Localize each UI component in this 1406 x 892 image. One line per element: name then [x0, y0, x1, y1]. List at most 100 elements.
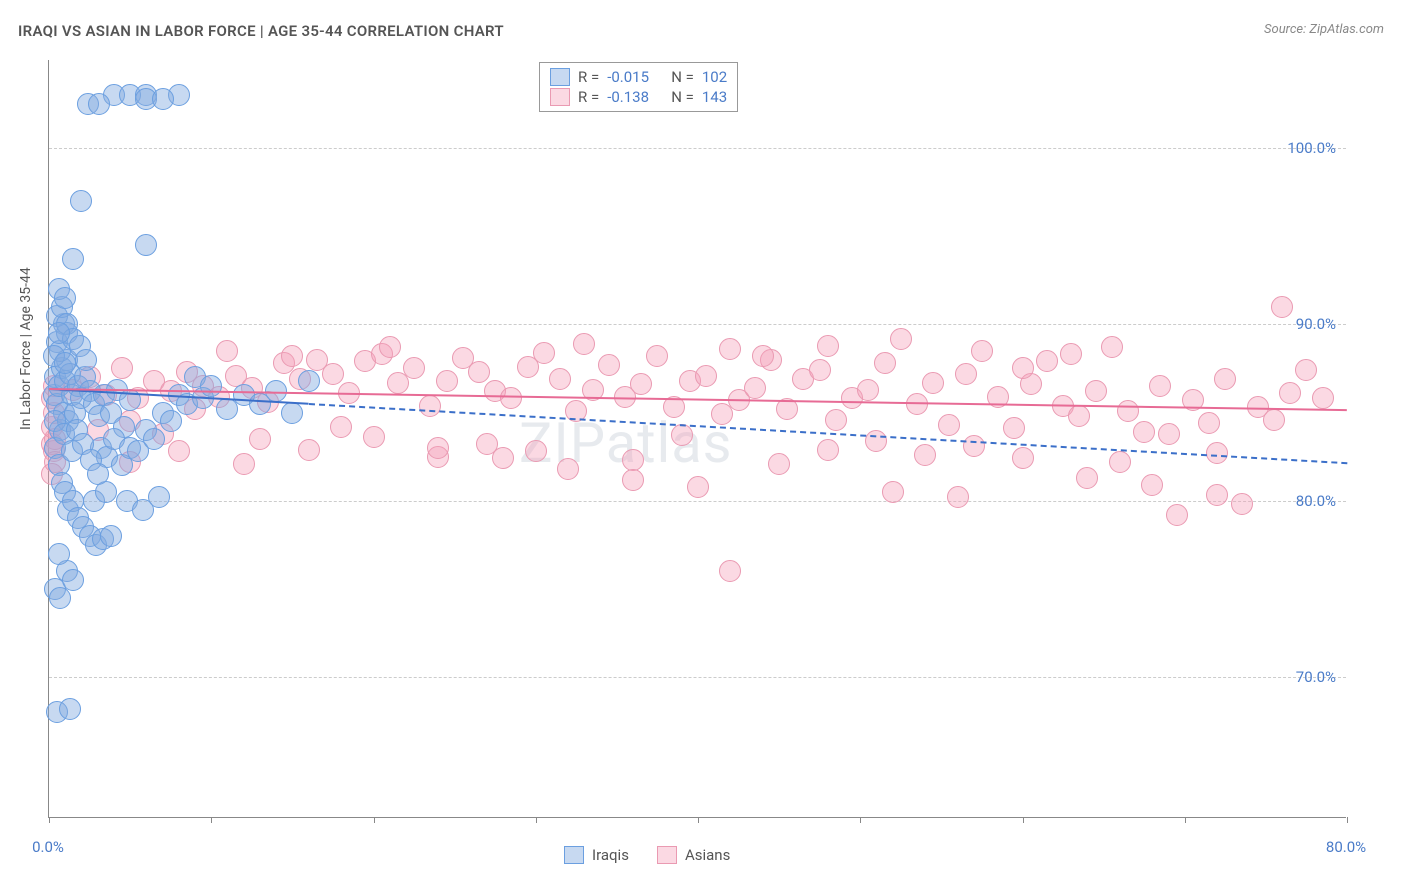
pink-point — [281, 345, 303, 367]
pink-point — [549, 368, 571, 390]
legend-swatch — [550, 68, 570, 86]
legend-row: R =-0.015N =102 — [550, 67, 727, 87]
pink-point — [938, 414, 960, 436]
pink-point — [419, 395, 441, 417]
blue-point — [62, 248, 84, 270]
pink-point — [719, 560, 741, 582]
pink-point — [436, 370, 458, 392]
pink-point — [330, 416, 352, 438]
pink-point — [1076, 467, 1098, 489]
legend-label: Iraqis — [592, 846, 629, 864]
pink-point — [825, 409, 847, 431]
pink-point — [768, 453, 790, 475]
pink-point — [1279, 382, 1301, 404]
pink-point — [533, 342, 555, 364]
pink-point — [500, 387, 522, 409]
pink-point — [492, 447, 514, 469]
pink-point — [890, 328, 912, 350]
xtick — [49, 817, 50, 823]
xtick — [698, 817, 699, 823]
pink-point — [971, 340, 993, 362]
pink-point — [865, 430, 887, 452]
ytick-label: 70.0% — [1296, 668, 1336, 686]
pink-point — [598, 354, 620, 376]
chart-title: IRAQI VS ASIAN IN LABOR FORCE | AGE 35-4… — [18, 22, 504, 40]
pink-point — [1166, 504, 1188, 526]
pink-point — [963, 435, 985, 457]
pink-point — [1133, 421, 1155, 443]
pink-point — [817, 335, 839, 357]
pink-point — [1117, 400, 1139, 422]
legend-correlation-box: R =-0.015N =102R =-0.138N =143 — [539, 62, 738, 112]
blue-point — [148, 486, 170, 508]
pink-point — [1214, 368, 1236, 390]
pink-point — [1012, 447, 1034, 469]
pink-point — [557, 458, 579, 480]
xtick-label: 0.0% — [32, 838, 64, 856]
pink-point — [1085, 380, 1107, 402]
pink-point — [363, 426, 385, 448]
pink-point — [322, 363, 344, 385]
pink-point — [403, 357, 425, 379]
xtick — [1023, 817, 1024, 823]
pink-point — [744, 377, 766, 399]
pink-point — [1068, 405, 1090, 427]
blue-point — [298, 370, 320, 392]
chart-plot-area: ZIPatlas R =-0.015N =102R =-0.138N =143 … — [48, 60, 1346, 818]
blue-point — [59, 698, 81, 720]
legend-swatch — [657, 846, 677, 864]
blue-point — [281, 402, 303, 424]
pink-point — [233, 453, 255, 475]
pink-point — [1060, 343, 1082, 365]
legend-label: Asians — [685, 846, 730, 864]
pink-point — [1149, 375, 1171, 397]
legend-series: Iraqis Asians — [564, 846, 730, 864]
blue-point — [48, 322, 70, 344]
pink-point — [379, 336, 401, 358]
pink-point — [216, 340, 238, 362]
pink-point — [1012, 357, 1034, 379]
ytick-label: 100.0% — [1287, 139, 1336, 157]
xtick — [536, 817, 537, 823]
blue-point — [87, 463, 109, 485]
source-credit: Source: ZipAtlas.com — [1264, 22, 1384, 37]
ytick-label: 80.0% — [1296, 492, 1336, 510]
pink-point — [1312, 387, 1334, 409]
pink-point — [914, 444, 936, 466]
blue-point — [88, 93, 110, 115]
blue-point — [54, 352, 76, 374]
pink-point — [298, 439, 320, 461]
blue-point — [135, 234, 157, 256]
gridline — [49, 677, 1346, 678]
legend-swatch — [564, 846, 584, 864]
yaxis-label: In Labor Force | Age 35-44 — [18, 267, 34, 430]
pink-point — [427, 437, 449, 459]
pink-point — [687, 476, 709, 498]
pink-point — [857, 379, 879, 401]
legend-item: Asians — [657, 846, 730, 864]
pink-point — [922, 372, 944, 394]
pink-point — [874, 352, 896, 374]
blue-point — [75, 349, 97, 371]
blue-point — [48, 543, 70, 565]
pink-point — [1036, 350, 1058, 372]
blue-point — [62, 569, 84, 591]
pink-point — [1101, 336, 1123, 358]
pink-point — [1158, 423, 1180, 445]
pink-point — [1231, 493, 1253, 515]
legend-item: Iraqis — [564, 846, 629, 864]
pink-point — [719, 338, 741, 360]
pink-point — [111, 357, 133, 379]
pink-point — [671, 424, 693, 446]
xtick-label: 80.0% — [1326, 838, 1366, 856]
pink-point — [1109, 451, 1131, 473]
blue-point — [54, 287, 76, 309]
pink-point — [1206, 442, 1228, 464]
pink-point — [1271, 296, 1293, 318]
pink-point — [1206, 484, 1228, 506]
blue-point — [152, 88, 174, 110]
blue-point — [100, 525, 122, 547]
pink-point — [882, 481, 904, 503]
pink-point — [1141, 474, 1163, 496]
legend-row: R =-0.138N =143 — [550, 87, 727, 107]
